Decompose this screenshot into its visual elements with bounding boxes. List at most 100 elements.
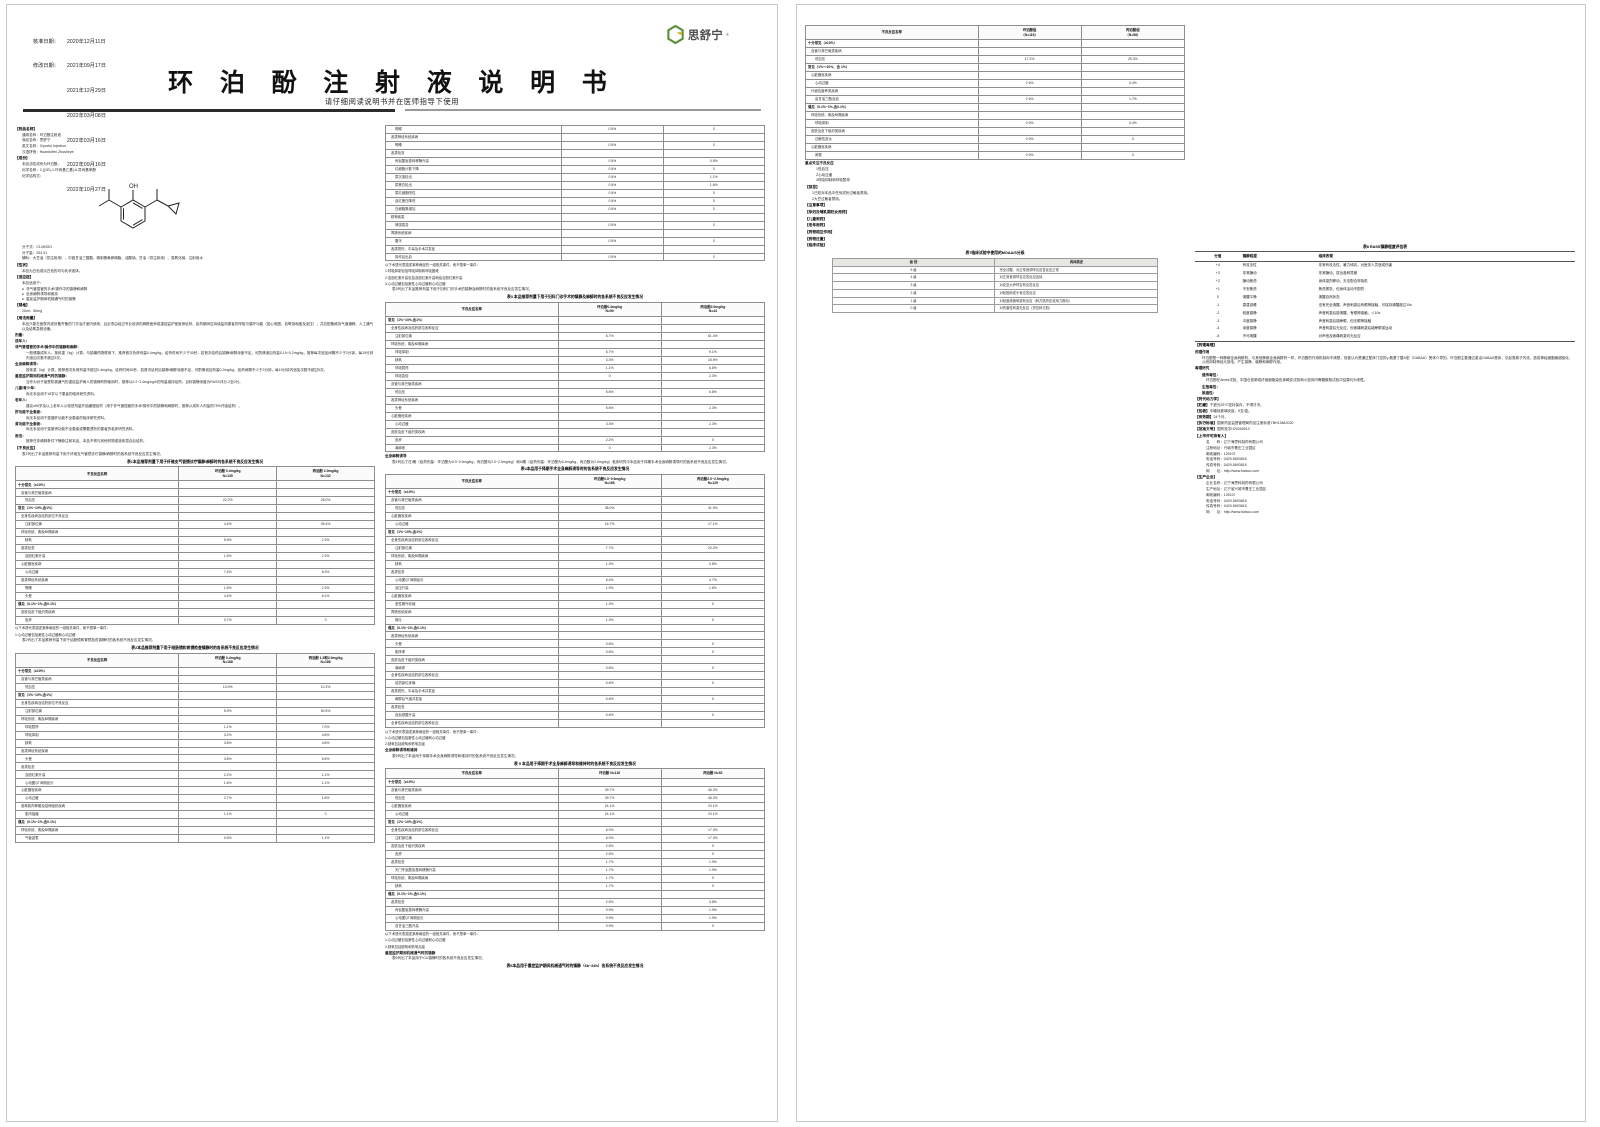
adr-name-cell: 低血压 (385, 387, 559, 397)
table7-header-0: 级 别 (831, 257, 996, 267)
adr-name-cell: 心动过缓 (14, 568, 180, 578)
table-row: 呼吸急促 0 2.3% (385, 371, 766, 381)
adr-name-cell: 十分常见（≥10%） (14, 666, 180, 676)
adr-name-cell: 常见（1%～10%、含 1%） (805, 63, 979, 73)
adr-value-arm1 (977, 110, 1082, 120)
contact-line: 网 址：http://www.haisco.com (1206, 510, 1260, 515)
table-row: 各类神经系统疾病 (385, 631, 766, 641)
table2-footnote-1: 1:呼吸抑制包括呼吸抑制和呼吸困难 (385, 269, 439, 274)
adr-name-cell: 全身性疾病及给药部位各种反应 (385, 323, 559, 333)
rass-level: 躁动焦虑 (1242, 278, 1257, 283)
table-row: 全身性疾病及给药部位各种反应 (385, 671, 766, 681)
adr-name-cell: 血胆红素升高 (14, 770, 180, 780)
adr-name-cell: 心动过缓 (385, 809, 559, 819)
adr-value-arm2 (662, 148, 766, 158)
adr-value-arm2: 17.3% (660, 833, 766, 843)
adr-value-arm2 (276, 746, 375, 756)
adr-name-cell: 各类检查 (385, 703, 559, 713)
adr-name-cell: 心动过缓 (385, 419, 559, 429)
rass-level: 中度镇静 (1242, 318, 1257, 323)
adr-name-cell: 血胆红素升高 (14, 552, 180, 562)
adr-name-cell: 红细胞计数下降 (384, 164, 563, 174)
table-row: 低血压 17.2% 29.3% (805, 55, 1186, 65)
molecular-formula: 分子式：C14H20O (22, 244, 52, 249)
table-row: 心脏器官疾病 (385, 591, 766, 601)
table-row: 呼吸系统、胸及纵隔疾病 1.7% 0 (385, 873, 766, 883)
adr-name-cell: 呼吸系统、胸及纵隔疾病 (14, 714, 180, 724)
table-row: 心脏器官疾病 (805, 71, 1186, 81)
adr-value-arm2 (276, 488, 375, 498)
adr-value-arm1 (557, 778, 662, 788)
general-anesthesia-head: 全身麻醉诱导 (385, 453, 407, 458)
adr-value-arm1 (178, 714, 278, 724)
adr-name-cell: 偶见（0.1%~1%,含0.1%） (14, 599, 180, 609)
brand-name: 思舒宁 (687, 29, 724, 42)
adr-value-arm1: 24.1% (557, 802, 662, 811)
adr-value-arm2 (1080, 102, 1186, 112)
adr-value-arm2: 0 (662, 252, 766, 262)
table-row: 常见（1%~10%,含1%） (14, 690, 375, 700)
table-row: 血管与淋巴管类疾病 (14, 488, 375, 498)
adr-name-cell: 血压升高 (385, 583, 559, 593)
adr-value-arm2: 2.3% (276, 583, 375, 593)
adr-name-cell: 呼吸抑制 (385, 347, 559, 357)
adr-value-arm1: 0.5% (561, 196, 664, 206)
table5-intro: 表5列出了本品用于择期手术全身麻醉诱导和维持时的各系统不良反应发生情况。 (392, 753, 519, 758)
adr-name-cell: 各类神经系统疾病 (14, 746, 180, 756)
adr-value-arm1 (561, 228, 664, 238)
adr-value-arm1: 0.6% (557, 639, 662, 649)
adr-value-arm1: 2.6% (557, 849, 662, 859)
table-row: 注射部位痛 4.4% 39.4% (14, 520, 375, 530)
revision-date-2: 2022年03月08日 (67, 112, 107, 119)
adr-value-arm1 (178, 786, 278, 796)
rass-score: +4 (1215, 263, 1220, 268)
table6-header-0: 不良反应名称 (805, 24, 979, 41)
adr-name-cell: 全身性疾病及给药部位各种反应 (385, 535, 559, 545)
adr-name-cell: 血甘油三酯升高 (385, 921, 559, 931)
adr-value-arm2: 39.4% (276, 520, 375, 530)
adr-value-arm2 (660, 427, 766, 437)
approval-dates: 核准日期： 2020年12月11日 修改日期： 2021年09月17日 2021年1… (33, 21, 106, 211)
adr-name-cell: 血管与淋巴管类疾病 (385, 496, 559, 505)
dose-liver-text: 尚无本品用于重度肝功能不全患者的临床研究资料。 (26, 415, 108, 420)
icu-sedation-head: 重症监护期间机械通气时的镇静 (385, 950, 436, 955)
moaa-level: 0 级 (831, 304, 996, 313)
adr-value-arm2: 4.7% (660, 575, 766, 585)
adr-name-cell: 嗜睡 (384, 140, 563, 150)
adr-table-3: 不良反应名称 环泊酚0.4mg/kg N=90 丙泊酚2.0mg/kg N=44… (385, 301, 766, 453)
adr-value-arm2: 0 (662, 164, 766, 174)
adr-value-arm1: 5.6% (557, 403, 662, 413)
revision-date-0: 2021年09月17日 (67, 63, 107, 70)
table-row: 低血压 13.0% 10.2% (14, 682, 375, 692)
adr-name-cell: 皮肤及皮下组织类疾病 (14, 607, 180, 617)
adr-value-arm1: 0.6% (557, 695, 662, 705)
contact-line: 生产地址：辽宁省兴城市曹庄工业园区 (1206, 487, 1267, 492)
adr-value-arm1: 0.9% (557, 913, 662, 923)
section-character: 【性状】 (15, 262, 30, 267)
table-row: 缺氧 5.9% 2.3% (14, 536, 375, 546)
adr-value-arm1 (178, 802, 278, 812)
adr-name-cell: 嗜睡 (14, 583, 180, 593)
adr-value-arm2: 1.1% (276, 778, 375, 788)
adr-name-cell: 缺氧 (14, 536, 180, 546)
adr-value-arm1: 1.5% (178, 552, 278, 562)
adr-name-cell: 各类神经系统疾病 (14, 576, 180, 585)
adr-value-arm2 (276, 607, 375, 617)
adr-value-arm2 (1080, 142, 1186, 152)
dose-icu-text: 当作为对于接受机械通气的重症监护病人的镇静药物使用时，推荐以0.2~1.0mg/… (26, 379, 243, 384)
indication-item-2: 重症监护期间机械通气时的镇静 (15, 297, 375, 302)
table-row: 血红蛋白降低 0.5% 0 (384, 196, 766, 206)
adr-value-arm2: 23.1% (660, 809, 766, 819)
contact-line: 企业名称：辽宁海思科制药有限公司 (1206, 481, 1263, 486)
table-row: 丙氨酸氨基转移酶升高 0.5% 0.5% (384, 156, 766, 166)
table-row: 头晕 4.4% 6.1% (14, 591, 375, 601)
adr-value-arm1 (557, 671, 662, 681)
adr-value-arm1: 1.7% (557, 865, 662, 875)
adr-name-cell: 尿红细胞阳性 (384, 188, 563, 198)
table-row: 血氨基酸升高 0.6% 0 (385, 711, 766, 721)
pharm-action-head: 药理作用 (1195, 349, 1210, 354)
adult-head: 成年人： (15, 339, 30, 344)
table1-footnote-0: 以下术语代表描述某种病症的一组相关事件，而不是单一事件： (15, 626, 110, 631)
rass-row: -3 中度镇静 声音刺激后能睁眼，但无眼神接触 (1195, 317, 1575, 325)
header-rule-right (405, 109, 761, 111)
